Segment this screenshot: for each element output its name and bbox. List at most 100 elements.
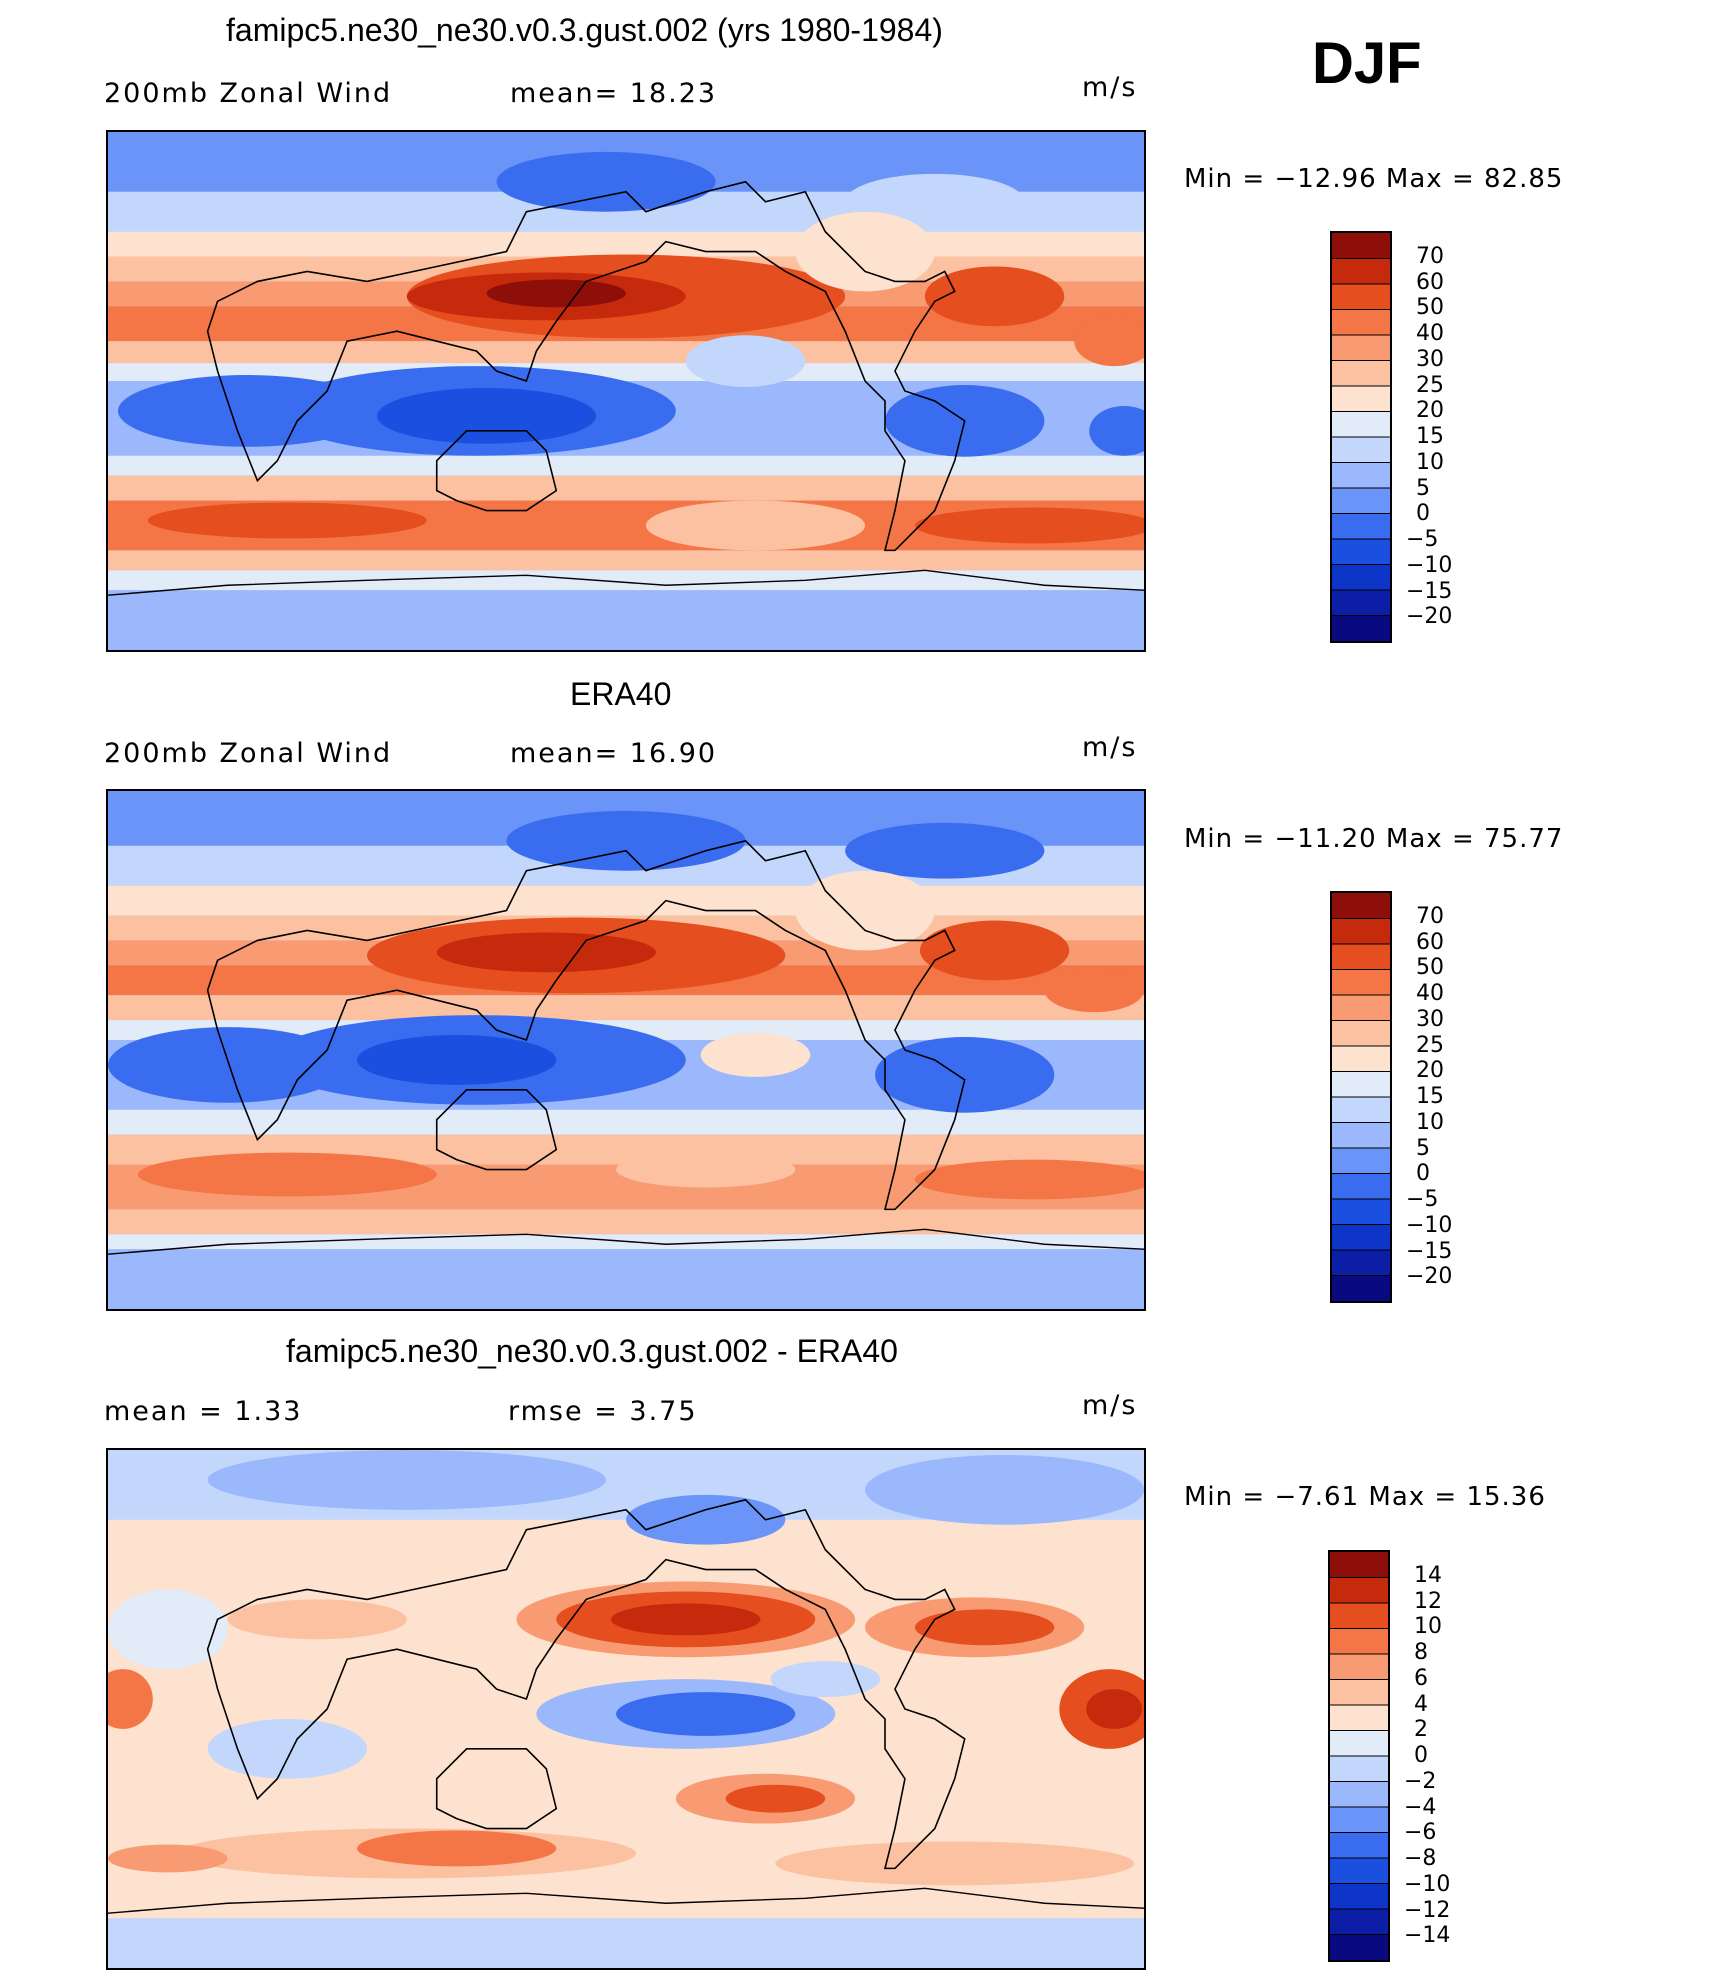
colorbar-level-label: 5 [1416, 476, 1430, 501]
colorbar-swatch [1332, 284, 1390, 310]
colorbar-swatch [1332, 1250, 1390, 1276]
colorbar-level-label: 5 [1416, 1136, 1430, 1161]
colorbar-swatch [1332, 565, 1390, 591]
colorbar-level-label: −8 [1404, 1846, 1436, 1871]
colorbar-level-label: −5 [1406, 1187, 1438, 1212]
colorbar-swatch [1332, 1021, 1390, 1047]
panel3-units-label: m/s [1082, 1390, 1137, 1421]
colorbar-level-label: 30 [1416, 1007, 1444, 1032]
colorbar-level-label: 40 [1416, 321, 1444, 346]
colorbar-level-label: 12 [1414, 1589, 1442, 1614]
colorbar-swatch [1332, 386, 1390, 412]
season-label: DJF [1312, 30, 1422, 97]
colorbar-level-label: 60 [1416, 270, 1444, 295]
colorbar-swatch [1332, 1097, 1390, 1123]
colorbar-swatch [1332, 970, 1390, 996]
panel3-rmse-label: rmse = 3.75 [508, 1396, 698, 1427]
colorbar-level-label: −4 [1404, 1795, 1436, 1820]
colorbar-level-label: 0 [1416, 1161, 1430, 1186]
panel1-minmax-label: Min = −12.96 Max = 82.85 [1184, 164, 1563, 194]
panel2-contour-plot [108, 791, 1144, 1309]
panel3-minmax-label: Min = −7.61 Max = 15.36 [1184, 1482, 1546, 1512]
panel2-variable-label: 200mb Zonal Wind [104, 738, 392, 769]
colorbar-level-label: −10 [1406, 1213, 1452, 1238]
colorbar-swatch [1330, 1858, 1388, 1884]
panel2-title: ERA40 [570, 676, 671, 713]
colorbar-swatch [1332, 1225, 1390, 1251]
colorbar-level-label: 70 [1416, 904, 1444, 929]
panel3-map [106, 1448, 1146, 1970]
colorbar-swatch [1330, 1731, 1388, 1757]
colorbar-level-label: 6 [1414, 1666, 1428, 1691]
panel3-mean-label: mean = 1.33 [104, 1396, 302, 1427]
colorbar-level-label: 10 [1414, 1614, 1442, 1639]
colorbar-swatches [1330, 1552, 1388, 1960]
colorbar-swatch [1332, 437, 1390, 463]
colorbar-level-label: 15 [1416, 1084, 1444, 1109]
colorbar-swatches [1332, 233, 1390, 641]
colorbar-level-label: 50 [1416, 955, 1444, 980]
colorbar-swatch [1332, 514, 1390, 540]
colorbar-swatch [1332, 1072, 1390, 1098]
colorbar-level-label: −2 [1404, 1769, 1436, 1794]
colorbar-swatch [1330, 1654, 1388, 1680]
colorbar-swatch [1332, 412, 1390, 438]
panel3-contour-plot [108, 1450, 1144, 1968]
panel2-map [106, 789, 1146, 1311]
colorbar-level-label: 2 [1414, 1717, 1428, 1742]
colorbar-level-label: −15 [1406, 1239, 1452, 1264]
colorbar-swatch [1332, 463, 1390, 489]
colorbar-level-label: 25 [1416, 373, 1444, 398]
colorbar-swatch [1332, 1199, 1390, 1225]
colorbar-swatch [1330, 1807, 1388, 1833]
colorbar-level-label: 0 [1414, 1743, 1428, 1768]
colorbar-swatch [1330, 1909, 1388, 1935]
colorbar-swatch [1332, 310, 1390, 336]
colorbar-swatch [1330, 1578, 1388, 1604]
colorbar-swatch [1330, 1629, 1388, 1655]
colorbar-swatch [1332, 893, 1390, 919]
colorbar-swatch [1330, 1705, 1388, 1731]
colorbar-level-label: 0 [1416, 501, 1430, 526]
panel1-mean-label: mean= 18.23 [510, 78, 717, 109]
colorbar-swatch [1332, 616, 1390, 642]
colorbar-swatch [1330, 1680, 1388, 1706]
colorbar-level-label: 4 [1414, 1692, 1428, 1717]
colorbar-level-label: −20 [1406, 604, 1452, 629]
panel1-map [106, 130, 1146, 652]
colorbar-swatch [1332, 944, 1390, 970]
colorbar-level-label: −14 [1404, 1923, 1450, 1948]
colorbar-swatch [1332, 919, 1390, 945]
panel1-colorbar [1330, 231, 1392, 643]
colorbar-level-label: −10 [1406, 553, 1452, 578]
colorbar-swatch [1330, 1552, 1388, 1578]
colorbar-level-label: −6 [1404, 1820, 1436, 1845]
panel1-units-label: m/s [1082, 72, 1137, 103]
panel2-colorbar [1330, 891, 1392, 1303]
panel1-title: famipc5.ne30_ne30.v0.3.gust.002 (yrs 198… [226, 12, 943, 49]
colorbar-level-label: 40 [1416, 981, 1444, 1006]
colorbar-level-label: 60 [1416, 930, 1444, 955]
colorbar-level-label: 50 [1416, 295, 1444, 320]
colorbar-swatch [1332, 1148, 1390, 1174]
colorbar-level-label: 20 [1416, 1058, 1444, 1083]
colorbar-swatch [1332, 1046, 1390, 1072]
colorbar-swatch [1330, 1884, 1388, 1910]
colorbar-swatch [1332, 590, 1390, 616]
colorbar-level-label: −15 [1406, 579, 1452, 604]
panel2-units-label: m/s [1082, 732, 1137, 763]
panel1-contour-plot [108, 132, 1144, 650]
colorbar-swatch [1330, 1833, 1388, 1859]
colorbar-swatch [1332, 995, 1390, 1021]
colorbar-level-label: 14 [1414, 1563, 1442, 1588]
panel2-minmax-label: Min = −11.20 Max = 75.77 [1184, 824, 1563, 854]
colorbar-swatch [1332, 1276, 1390, 1302]
colorbar-level-label: −20 [1406, 1264, 1452, 1289]
colorbar-level-label: 8 [1414, 1640, 1428, 1665]
panel3-title: famipc5.ne30_ne30.v0.3.gust.002 - ERA40 [286, 1333, 898, 1370]
colorbar-level-label: 30 [1416, 347, 1444, 372]
colorbar-level-label: 15 [1416, 424, 1444, 449]
panel3-colorbar [1328, 1550, 1390, 1962]
colorbar-swatch [1332, 488, 1390, 514]
colorbar-level-label: 20 [1416, 398, 1444, 423]
